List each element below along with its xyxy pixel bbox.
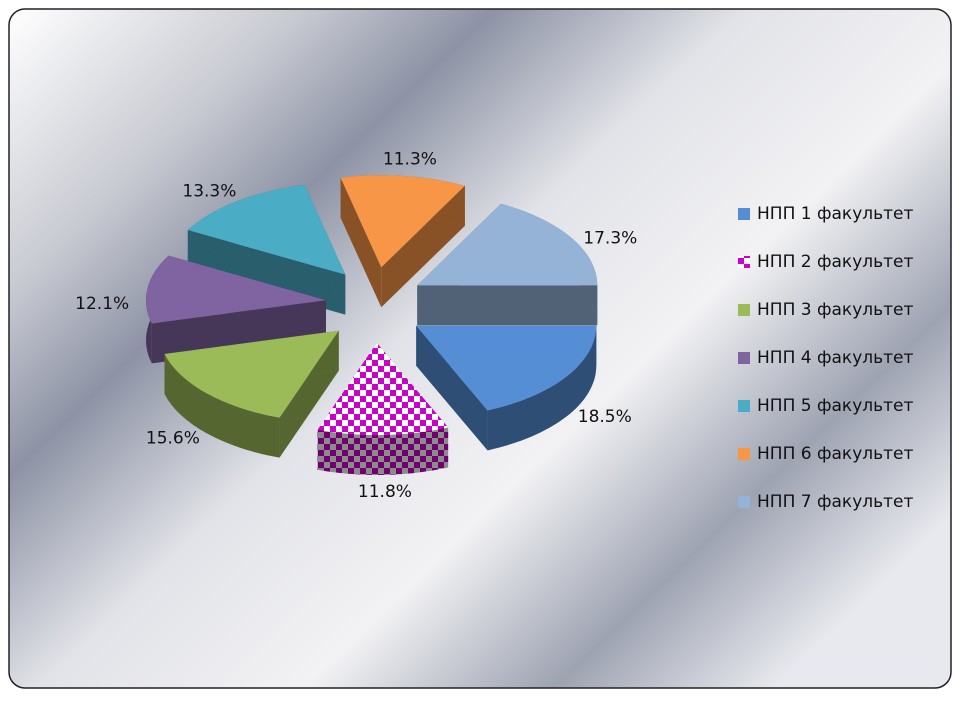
slice-shade xyxy=(317,427,449,475)
legend-label: НПП 6 факультет xyxy=(757,444,914,464)
legend-marker xyxy=(738,304,750,316)
slice-shade xyxy=(164,353,280,458)
legend-marker xyxy=(738,496,750,508)
slice-side xyxy=(417,285,598,326)
slice xyxy=(187,185,346,275)
legend-label: НПП 4 факультет xyxy=(757,348,914,368)
legend-marker xyxy=(738,256,750,268)
slice-side xyxy=(317,427,449,475)
legend-label: НПП 7 факультет xyxy=(757,492,914,512)
slice xyxy=(340,175,465,268)
data-label: 11.3% xyxy=(383,149,437,169)
legend: НПП 1 факультет НПП 2 факультет НПП 3 факу… xyxy=(738,204,914,512)
slice xyxy=(416,325,597,411)
slice xyxy=(417,203,598,286)
slice xyxy=(164,330,339,418)
slice-shade xyxy=(417,285,598,326)
slice-side xyxy=(164,353,280,458)
legend-label: НПП 3 факультет xyxy=(757,300,914,320)
legend-marker xyxy=(738,448,750,460)
data-label: 15.6% xyxy=(146,428,200,448)
legend-label: НПП 2 факультет xyxy=(757,252,914,272)
slice xyxy=(317,342,449,435)
data-label: 13.3% xyxy=(182,182,236,202)
data-label: 17.3% xyxy=(583,229,637,249)
slice-side xyxy=(416,325,488,451)
legend-marker xyxy=(738,400,750,412)
data-label: 12.1% xyxy=(75,294,129,314)
slice xyxy=(145,255,326,324)
legend-label: НПП 5 факультет xyxy=(757,396,914,416)
slice-side xyxy=(187,230,346,315)
data-label: 18.5% xyxy=(578,407,632,427)
pie: 18.5% 11.8% 15.6% 12.1% 13.3% 11.3% 17.3% xyxy=(75,149,637,502)
slice-shade xyxy=(487,325,597,451)
legend-label: НПП 1 факультет xyxy=(757,204,914,224)
legend-marker xyxy=(738,208,750,220)
slice-shade xyxy=(187,230,346,315)
slice-shade xyxy=(416,325,488,451)
data-label: 11.8% xyxy=(358,482,412,502)
slice-side xyxy=(487,325,597,451)
legend-marker xyxy=(738,352,750,364)
